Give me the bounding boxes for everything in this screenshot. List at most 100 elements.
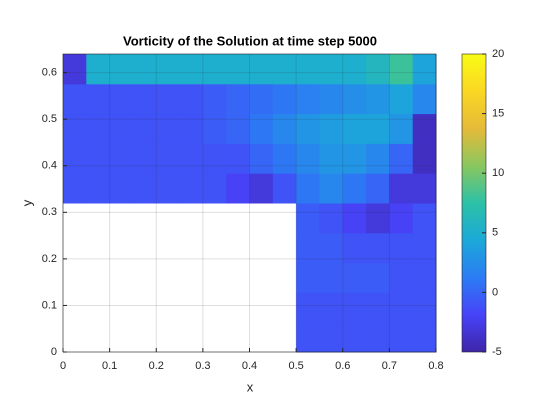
colorbar-tick-label: 10 bbox=[492, 167, 504, 179]
heat-cell bbox=[342, 143, 367, 174]
heat-cell bbox=[319, 262, 344, 293]
y-tick-label: 0.2 bbox=[42, 253, 57, 265]
heat-cell bbox=[156, 83, 181, 115]
heat-cell bbox=[319, 203, 344, 234]
heat-cell bbox=[412, 113, 437, 144]
heat-cell bbox=[319, 292, 344, 323]
heat-cell bbox=[296, 203, 320, 234]
heat-cell bbox=[412, 83, 437, 115]
heat-cell bbox=[156, 173, 181, 204]
heat-cell bbox=[319, 232, 344, 264]
heat-cell bbox=[86, 54, 111, 85]
heat-cell bbox=[202, 143, 227, 174]
colorbar bbox=[461, 53, 487, 353]
heat-cell bbox=[412, 262, 437, 293]
x-tick-label: 0.1 bbox=[102, 360, 117, 372]
heat-cell bbox=[319, 54, 344, 85]
heat-cell bbox=[366, 322, 390, 353]
heat-cell bbox=[296, 113, 320, 144]
colorbar-tick-label: 15 bbox=[492, 108, 504, 120]
x-tick-label: 0 bbox=[60, 360, 66, 372]
heat-cell bbox=[389, 83, 414, 115]
heat-cell bbox=[412, 54, 437, 85]
heat-cell bbox=[296, 54, 320, 85]
heat-cell bbox=[226, 143, 250, 174]
heat-cell bbox=[272, 113, 297, 144]
heat-cell bbox=[132, 143, 157, 174]
heat-cell bbox=[202, 113, 227, 144]
y-tick-label: 0.1 bbox=[42, 299, 57, 311]
heat-cell bbox=[63, 113, 87, 144]
axes-box bbox=[62, 53, 437, 353]
heat-cell bbox=[389, 232, 414, 264]
heat-cell bbox=[63, 173, 87, 204]
colorbar-tick-label: 20 bbox=[492, 48, 504, 60]
heat-cell bbox=[366, 173, 390, 204]
colorbar-tick-label: -5 bbox=[492, 346, 502, 358]
x-tick-label: 0.2 bbox=[149, 360, 164, 372]
heat-cell bbox=[366, 143, 390, 174]
chart-title: Vorticity of the Solution at time step 5… bbox=[123, 33, 377, 48]
y-axis-label: y bbox=[19, 199, 34, 206]
y-tick-label: 0 bbox=[51, 346, 57, 358]
heat-cell bbox=[226, 54, 250, 85]
x-tick-label: 0.7 bbox=[382, 360, 397, 372]
heat-cell bbox=[63, 54, 87, 85]
heat-cell bbox=[342, 113, 367, 144]
heat-cell bbox=[342, 83, 367, 115]
x-tick-label: 0.8 bbox=[428, 360, 443, 372]
heat-cell bbox=[412, 203, 437, 234]
heat-cell bbox=[319, 322, 344, 353]
heat-cell bbox=[342, 173, 367, 204]
y-tick-label: 0.6 bbox=[42, 67, 57, 79]
heat-cell bbox=[272, 83, 297, 115]
heat-cell bbox=[296, 83, 320, 115]
heat-cell bbox=[319, 113, 344, 144]
heat-cell bbox=[389, 173, 414, 204]
heat-cell bbox=[226, 83, 250, 115]
heat-cell bbox=[412, 292, 437, 323]
heat-cell bbox=[109, 83, 134, 115]
heat-cell bbox=[412, 173, 437, 204]
heat-cell bbox=[342, 292, 367, 323]
heat-cell bbox=[366, 262, 390, 293]
heat-cell bbox=[132, 173, 157, 204]
heat-cell bbox=[366, 113, 390, 144]
heat-cell bbox=[132, 113, 157, 144]
heat-cell bbox=[226, 113, 250, 144]
heat-cell bbox=[319, 83, 344, 115]
heat-cell bbox=[226, 173, 250, 204]
heat-cell bbox=[86, 173, 111, 204]
heat-cell bbox=[272, 54, 297, 85]
heat-cell bbox=[389, 292, 414, 323]
heat-cell bbox=[132, 54, 157, 85]
heat-cell bbox=[296, 143, 320, 174]
heat-cell bbox=[86, 113, 111, 144]
heat-cell bbox=[179, 83, 204, 115]
heat-cell bbox=[109, 54, 134, 85]
x-tick-label: 0.6 bbox=[335, 360, 350, 372]
heat-cell bbox=[272, 173, 297, 204]
heat-cell bbox=[296, 322, 320, 353]
heat-cell bbox=[156, 143, 181, 174]
y-tick-label: 0.4 bbox=[42, 160, 57, 172]
heat-cell bbox=[296, 232, 320, 264]
heat-cell bbox=[179, 113, 204, 144]
heat-cell bbox=[249, 173, 274, 204]
heat-cell bbox=[86, 83, 111, 115]
heat-cell bbox=[179, 173, 204, 204]
heat-cell bbox=[389, 262, 414, 293]
y-tick-label: 0.5 bbox=[42, 113, 57, 125]
heat-cell bbox=[156, 54, 181, 85]
heat-cell bbox=[389, 113, 414, 144]
heat-cell bbox=[202, 54, 227, 85]
heat-cell bbox=[132, 83, 157, 115]
heat-cell bbox=[109, 173, 134, 204]
heat-cell bbox=[389, 54, 414, 85]
heat-cell bbox=[202, 83, 227, 115]
heat-cell bbox=[366, 292, 390, 323]
heat-cell bbox=[109, 113, 134, 144]
colorbar-tick-label: 0 bbox=[492, 286, 498, 298]
heat-cell bbox=[389, 143, 414, 174]
